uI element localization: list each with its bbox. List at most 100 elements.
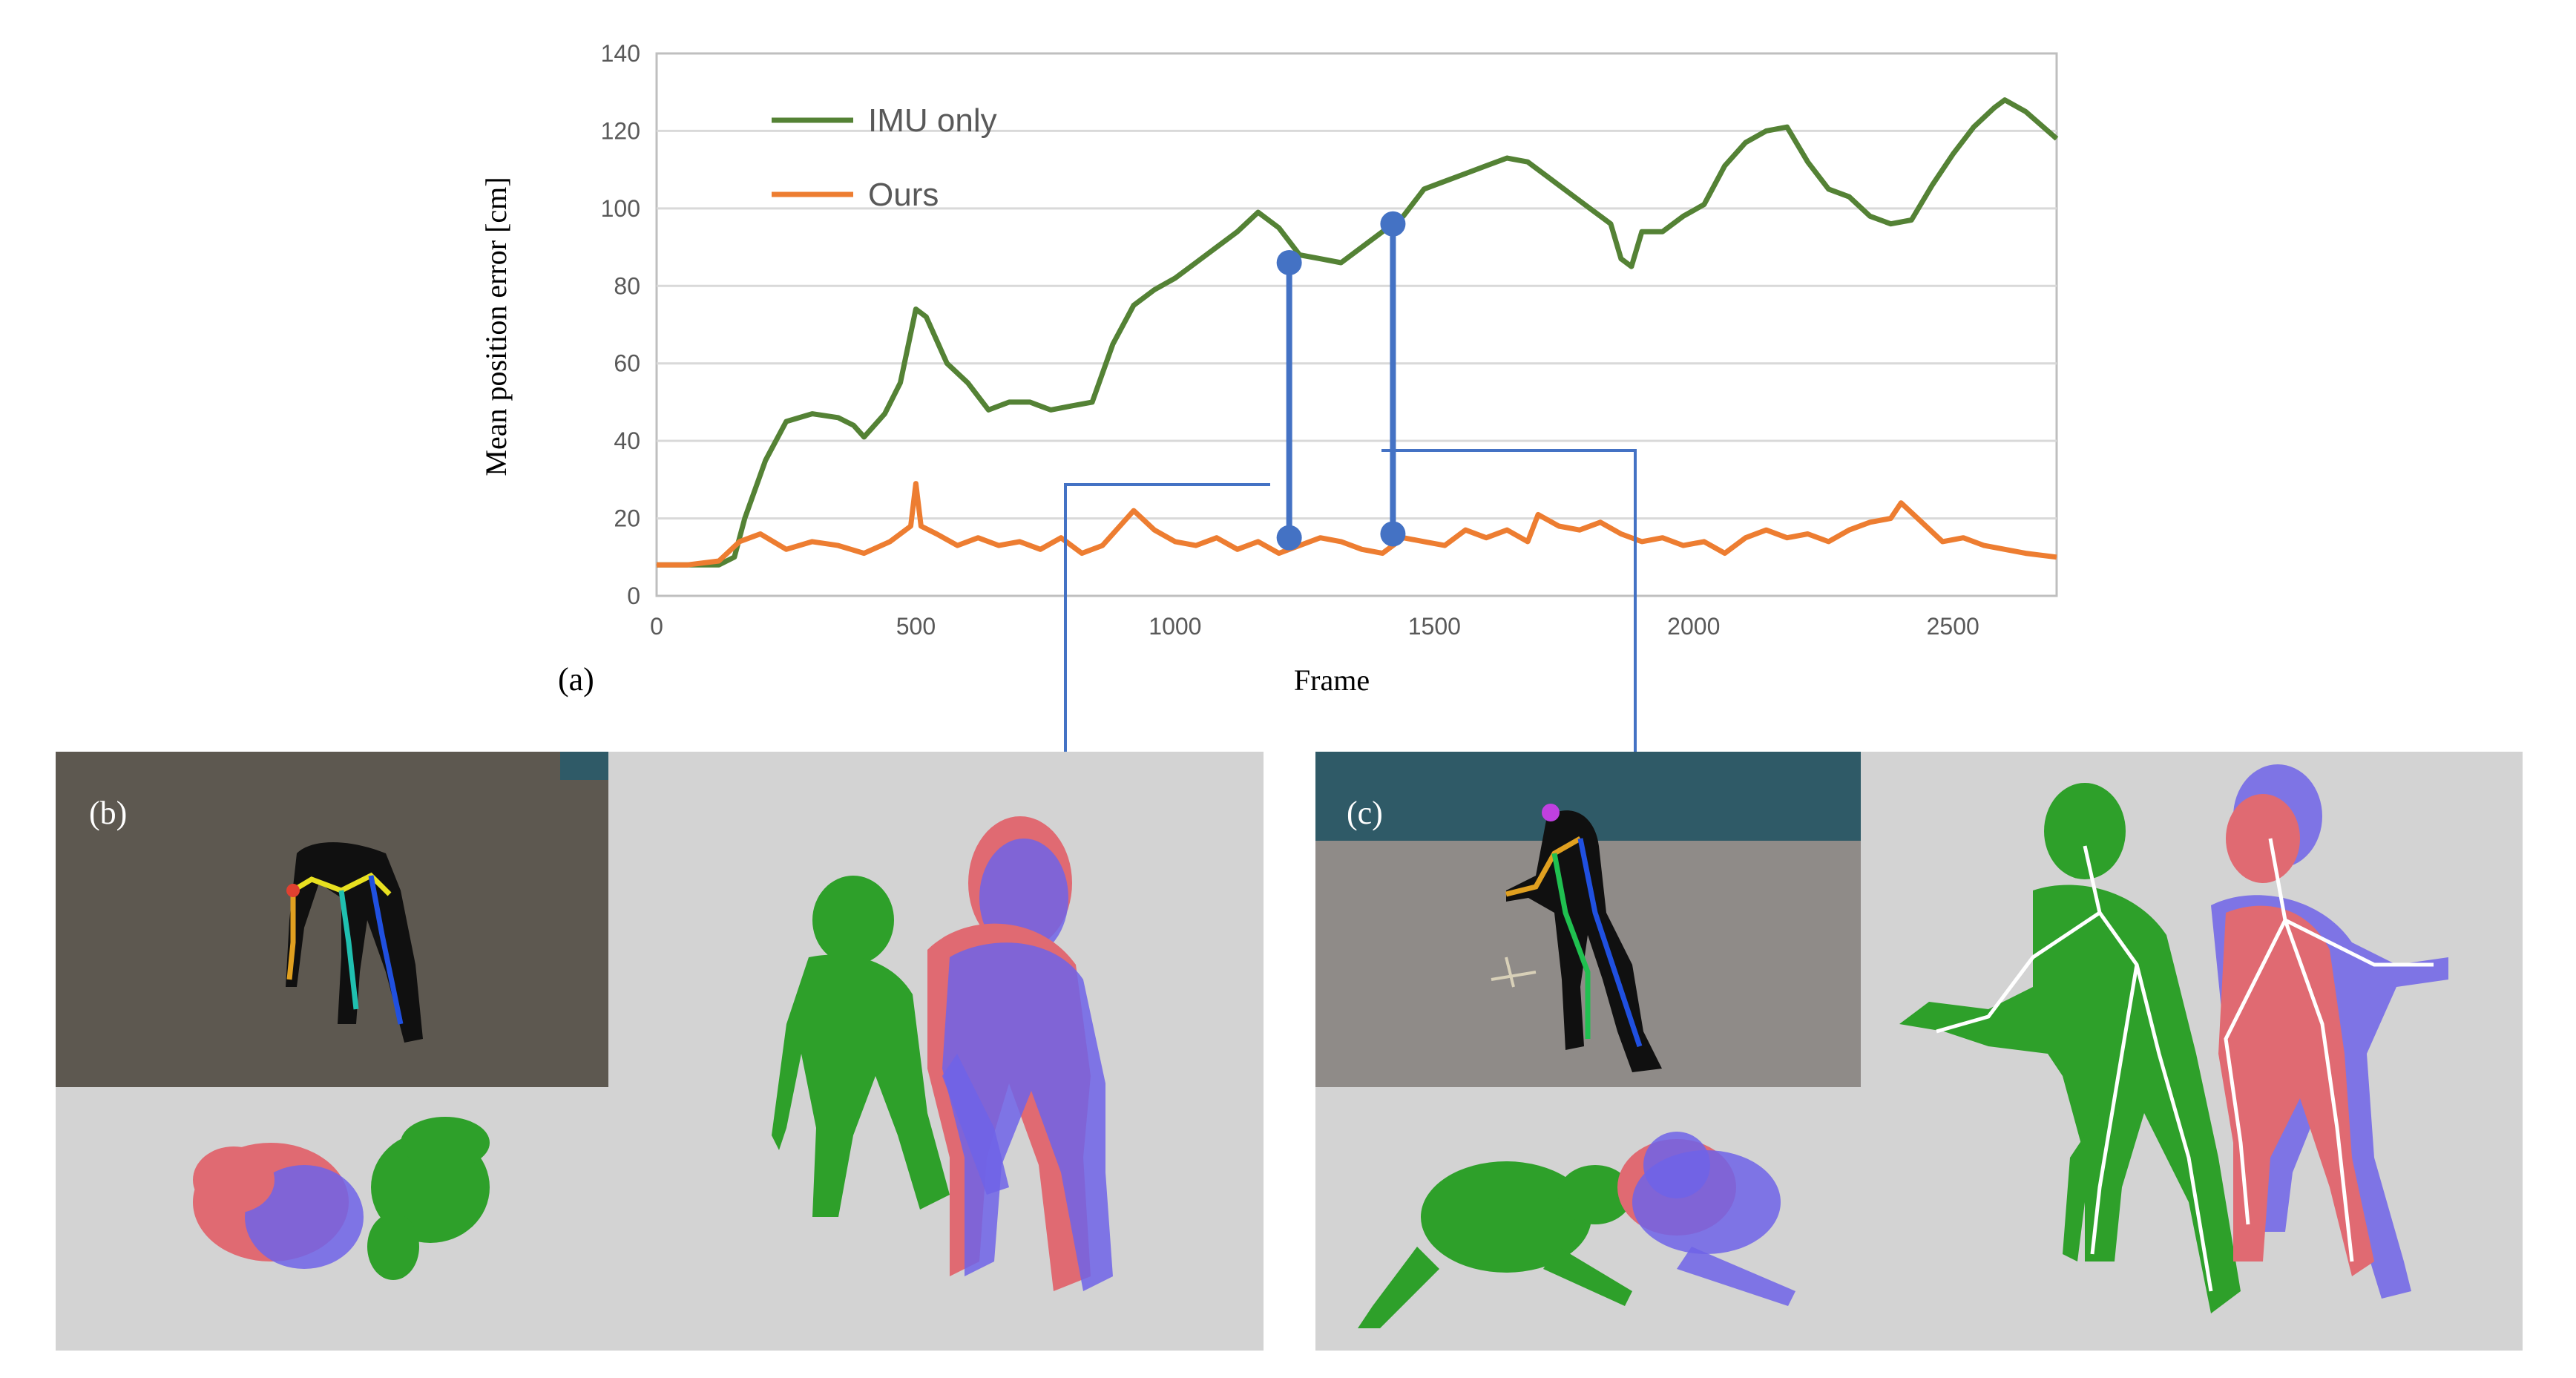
y-tick-0: 0 (627, 583, 640, 609)
series-0-point (1465, 173, 1466, 174)
series-0-point (1724, 165, 1726, 166)
series-1-point (2025, 553, 2026, 554)
panel-c: (c) (1315, 752, 2523, 1351)
series-1-point (910, 525, 911, 527)
series-0-point (1931, 185, 1933, 186)
gridlines (657, 129, 2057, 520)
series-1-point (1485, 537, 1487, 539)
series-1-point (1506, 529, 1508, 531)
series-1-point (1703, 541, 1705, 542)
series-0-point (967, 382, 968, 384)
y-tick-120: 120 (601, 117, 640, 144)
series-1-point (1039, 548, 1041, 550)
series-0-point (1423, 188, 1425, 190)
series-0-point (1485, 165, 1487, 166)
series-0-point (1620, 258, 1622, 260)
series-1-point (1641, 541, 1643, 542)
series-0-point (884, 413, 886, 415)
series-0-point (2025, 111, 2026, 112)
series-0-point (1568, 192, 1570, 194)
series-1-point (1019, 541, 1020, 542)
series-1-point (1662, 537, 1663, 539)
x-axis-title: Frame (1294, 663, 1370, 697)
series-1-point (1745, 537, 1747, 539)
panel-b-photo: (b) (56, 752, 608, 1087)
series-0-point (1548, 177, 1549, 178)
series-0-point (1361, 246, 1362, 248)
y-tick-40: 40 (614, 427, 640, 454)
series-1-point (1983, 545, 1985, 546)
series-1-point (1381, 553, 1383, 554)
series-1-point (1320, 537, 1321, 539)
y-tick-100: 100 (601, 195, 640, 222)
x-tick-500: 500 (896, 613, 936, 640)
series-1-point (739, 541, 740, 542)
series-1-point (1900, 502, 1902, 504)
series-1-point (1216, 537, 1218, 539)
series-0-point (1631, 266, 1632, 267)
series-0-point (744, 518, 746, 519)
series-0-point (1890, 223, 1891, 225)
marker-bottom-1 (1380, 521, 1406, 547)
series-0-point (1402, 215, 1404, 217)
panel-b-topdown-render (193, 1117, 490, 1280)
y-axis-title: Mean position error [cm] (479, 177, 513, 476)
y-tick-20: 20 (614, 505, 640, 532)
panel-label-b: (b) (89, 795, 127, 831)
series-0-point (925, 316, 927, 318)
series-1-point (1848, 529, 1850, 531)
x-tick-1000: 1000 (1149, 613, 1201, 640)
series-1-point (1827, 541, 1829, 542)
series-0-point (1071, 405, 1072, 407)
series-1-point (1237, 548, 1238, 550)
series-1-point (1766, 529, 1767, 531)
series-0-point (1320, 258, 1321, 260)
series-0-point (1008, 401, 1010, 403)
panel-c-photo: (c) (1315, 752, 1861, 1087)
x-tick-labels: 0 500 1000 1500 2000 2500 (650, 613, 1979, 640)
series-1-point (1060, 537, 1062, 539)
series-1-point (1299, 545, 1301, 546)
legend-label-0: IMU only (868, 102, 997, 139)
legend: IMU only Ours (772, 102, 997, 213)
series-lines (656, 97, 2059, 568)
series-1-point (1465, 529, 1466, 531)
panel-c-topdown-render (1358, 1132, 1795, 1328)
series-0-point (1807, 161, 1809, 163)
series-0-point (1827, 188, 1829, 190)
series-0-point (1506, 157, 1508, 159)
panel-label-a: (a) (558, 661, 594, 698)
series-0-point (853, 424, 855, 426)
series-1-point (1558, 525, 1560, 527)
series-1-point (1423, 541, 1425, 542)
series-0-point (1195, 262, 1197, 263)
series-1-point (1361, 548, 1362, 550)
marker-bottom-0 (1276, 525, 1302, 551)
series-1-point (1942, 541, 1943, 542)
y-tick-labels: 0 20 40 60 80 100 120 140 (601, 40, 640, 609)
series-0-point (1091, 401, 1093, 403)
x-tick-0: 0 (650, 613, 663, 640)
connector-lines (1064, 449, 1637, 752)
marker-top-0 (1276, 249, 1302, 275)
x-tick-2000: 2000 (1667, 613, 1720, 640)
series-0-point (1216, 246, 1218, 248)
series-1-point (956, 545, 958, 546)
series-0-point (899, 382, 901, 384)
panel-b-side-render (772, 816, 1113, 1291)
series-1-point (1195, 545, 1197, 546)
series-0-point (1589, 208, 1591, 209)
series-1-point (718, 560, 720, 562)
series-1-point (1537, 514, 1539, 515)
legend-label-1: Ours (868, 177, 939, 213)
y-tick-60: 60 (614, 350, 640, 377)
series-1-point (977, 537, 979, 539)
series-0-point (765, 459, 766, 461)
series-1-point (1890, 518, 1891, 519)
x-tick-2500: 2500 (1927, 613, 1979, 640)
series-1-point (1962, 537, 1964, 539)
panel-b: (b) (56, 752, 1264, 1351)
series-0-point (1745, 142, 1747, 143)
y-tick-80: 80 (614, 272, 640, 299)
